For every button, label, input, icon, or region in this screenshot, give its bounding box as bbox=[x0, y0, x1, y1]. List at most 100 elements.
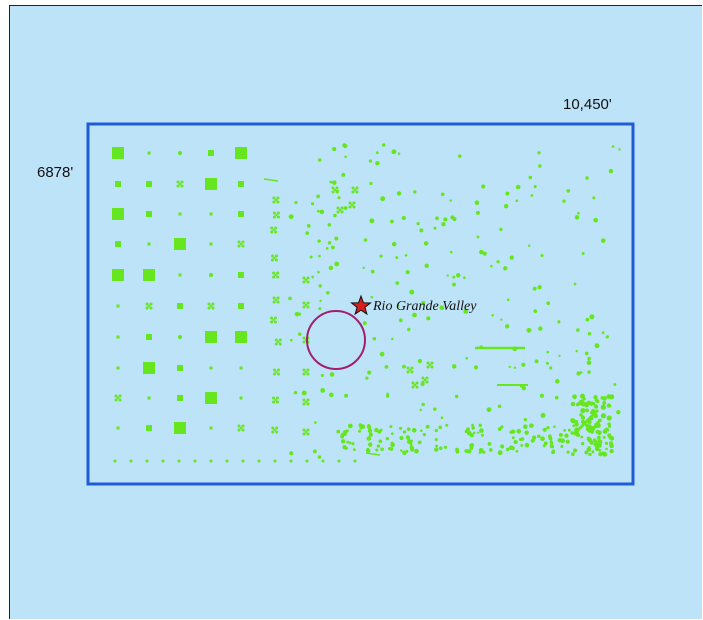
tree-dot-icon bbox=[273, 459, 277, 463]
tree-dot-icon bbox=[302, 398, 306, 402]
tree-dot-icon bbox=[114, 394, 118, 398]
tree-dot-icon bbox=[423, 378, 427, 382]
tree-dot-icon bbox=[580, 441, 585, 446]
tree-dot-icon bbox=[351, 186, 355, 190]
tree-dot-icon bbox=[317, 455, 322, 459]
tree-dot-icon bbox=[503, 266, 508, 271]
tree-dot-icon bbox=[274, 258, 278, 262]
tree-dot-icon bbox=[337, 196, 341, 200]
tree-dot-icon bbox=[486, 407, 492, 413]
tree-dot-icon bbox=[129, 459, 133, 463]
tree-dot-icon bbox=[400, 449, 403, 452]
tree-dot-icon bbox=[406, 327, 411, 332]
tree-dot-icon bbox=[178, 335, 182, 339]
tree-dot-icon bbox=[297, 332, 302, 336]
tree-dot-icon bbox=[374, 427, 379, 433]
tree-dot-icon bbox=[430, 361, 434, 365]
tree-dot-icon bbox=[180, 184, 184, 188]
tree-dot-icon bbox=[521, 362, 526, 367]
tree-dot-icon bbox=[207, 306, 211, 310]
tree-dot-icon bbox=[378, 439, 383, 444]
tree-dot-icon bbox=[288, 214, 294, 220]
tree-dot-icon bbox=[497, 427, 502, 431]
tree-dot-icon bbox=[410, 366, 414, 370]
tree-dot-icon bbox=[549, 366, 553, 370]
tree-dot-icon bbox=[532, 435, 537, 440]
square-plot-icon bbox=[115, 181, 121, 187]
square-plot-icon bbox=[146, 211, 152, 217]
tree-dot-icon bbox=[516, 428, 522, 434]
tree-dot-icon bbox=[363, 238, 368, 242]
tree-dot-icon bbox=[340, 434, 345, 439]
square-plot-icon bbox=[143, 269, 155, 281]
tree-dot-icon bbox=[527, 244, 531, 248]
tree-dot-icon bbox=[276, 271, 280, 275]
tree-dot-icon bbox=[421, 300, 426, 305]
tree-dot-icon bbox=[237, 244, 241, 248]
tree-dot-icon bbox=[433, 226, 437, 230]
tree-dot-icon bbox=[428, 363, 432, 367]
tree-dot-icon bbox=[538, 164, 542, 168]
tree-dot-icon bbox=[533, 184, 537, 189]
tree-dot-icon bbox=[241, 428, 245, 432]
tree-dot-icon bbox=[445, 423, 449, 427]
tree-dot-icon bbox=[417, 440, 422, 445]
tree-dot-icon bbox=[565, 439, 570, 444]
tree-dot-icon bbox=[302, 305, 306, 309]
tree-dot-icon bbox=[147, 304, 151, 308]
tree-dot-icon bbox=[342, 143, 348, 149]
tree-dot-icon bbox=[584, 450, 589, 455]
tree-dot-icon bbox=[474, 200, 480, 205]
tree-dot-icon bbox=[513, 439, 518, 445]
tree-dot-icon bbox=[302, 372, 306, 376]
tree-dot-icon bbox=[145, 459, 149, 463]
tree-dot-icon bbox=[353, 459, 357, 463]
tree-dot-icon bbox=[475, 210, 480, 215]
tree-dot-icon bbox=[591, 450, 595, 454]
tree-dot-icon bbox=[272, 275, 276, 279]
tree-dot-icon bbox=[302, 368, 306, 372]
square-plot-icon bbox=[177, 303, 183, 309]
tree-dot-icon bbox=[406, 366, 410, 370]
tree-dot-icon bbox=[586, 360, 592, 365]
tree-dot-icon bbox=[438, 446, 443, 451]
tree-dot-icon bbox=[301, 390, 307, 396]
tree-dot-icon bbox=[116, 396, 120, 400]
tree-dot-icon bbox=[318, 158, 322, 162]
tree-dot-icon bbox=[362, 266, 365, 270]
tree-dot-icon bbox=[277, 340, 280, 344]
tree-dot-icon bbox=[278, 342, 282, 346]
tree-dot-icon bbox=[413, 383, 417, 387]
tree-dot-icon bbox=[566, 450, 570, 454]
tree-dot-icon bbox=[412, 312, 417, 318]
tree-dot-icon bbox=[273, 256, 276, 260]
tree-dot-icon bbox=[176, 180, 180, 184]
tree-dot-icon bbox=[274, 298, 278, 302]
tree-dot-icon bbox=[237, 428, 241, 432]
tree-dot-icon bbox=[616, 410, 621, 415]
tree-dot-icon bbox=[297, 312, 302, 316]
tree-dot-icon bbox=[399, 435, 404, 441]
tree-dot-icon bbox=[390, 432, 394, 436]
tree-dot-icon bbox=[178, 182, 182, 186]
tree-dot-icon bbox=[602, 396, 607, 401]
tree-dot-icon bbox=[331, 245, 335, 250]
tree-dot-icon bbox=[273, 368, 277, 372]
tree-dot-icon bbox=[275, 426, 279, 430]
square-plot-icon bbox=[177, 395, 183, 401]
tree-dot-icon bbox=[406, 370, 410, 374]
tree-dot-icon bbox=[546, 301, 550, 305]
tree-dot-icon bbox=[371, 219, 375, 223]
tree-dot-icon bbox=[523, 418, 528, 422]
tree-dot-icon bbox=[237, 240, 241, 244]
tree-dot-icon bbox=[601, 451, 605, 456]
square-plot-icon bbox=[177, 365, 183, 371]
tree-dot-icon bbox=[558, 354, 561, 357]
tree-dot-icon bbox=[416, 222, 420, 226]
tree-dot-icon bbox=[271, 400, 275, 404]
tree-dot-icon bbox=[463, 308, 469, 314]
tree-dot-icon bbox=[271, 426, 275, 430]
tree-dot-icon bbox=[304, 278, 308, 282]
tree-dot-icon bbox=[289, 459, 293, 463]
tree-dot-icon bbox=[596, 399, 600, 404]
